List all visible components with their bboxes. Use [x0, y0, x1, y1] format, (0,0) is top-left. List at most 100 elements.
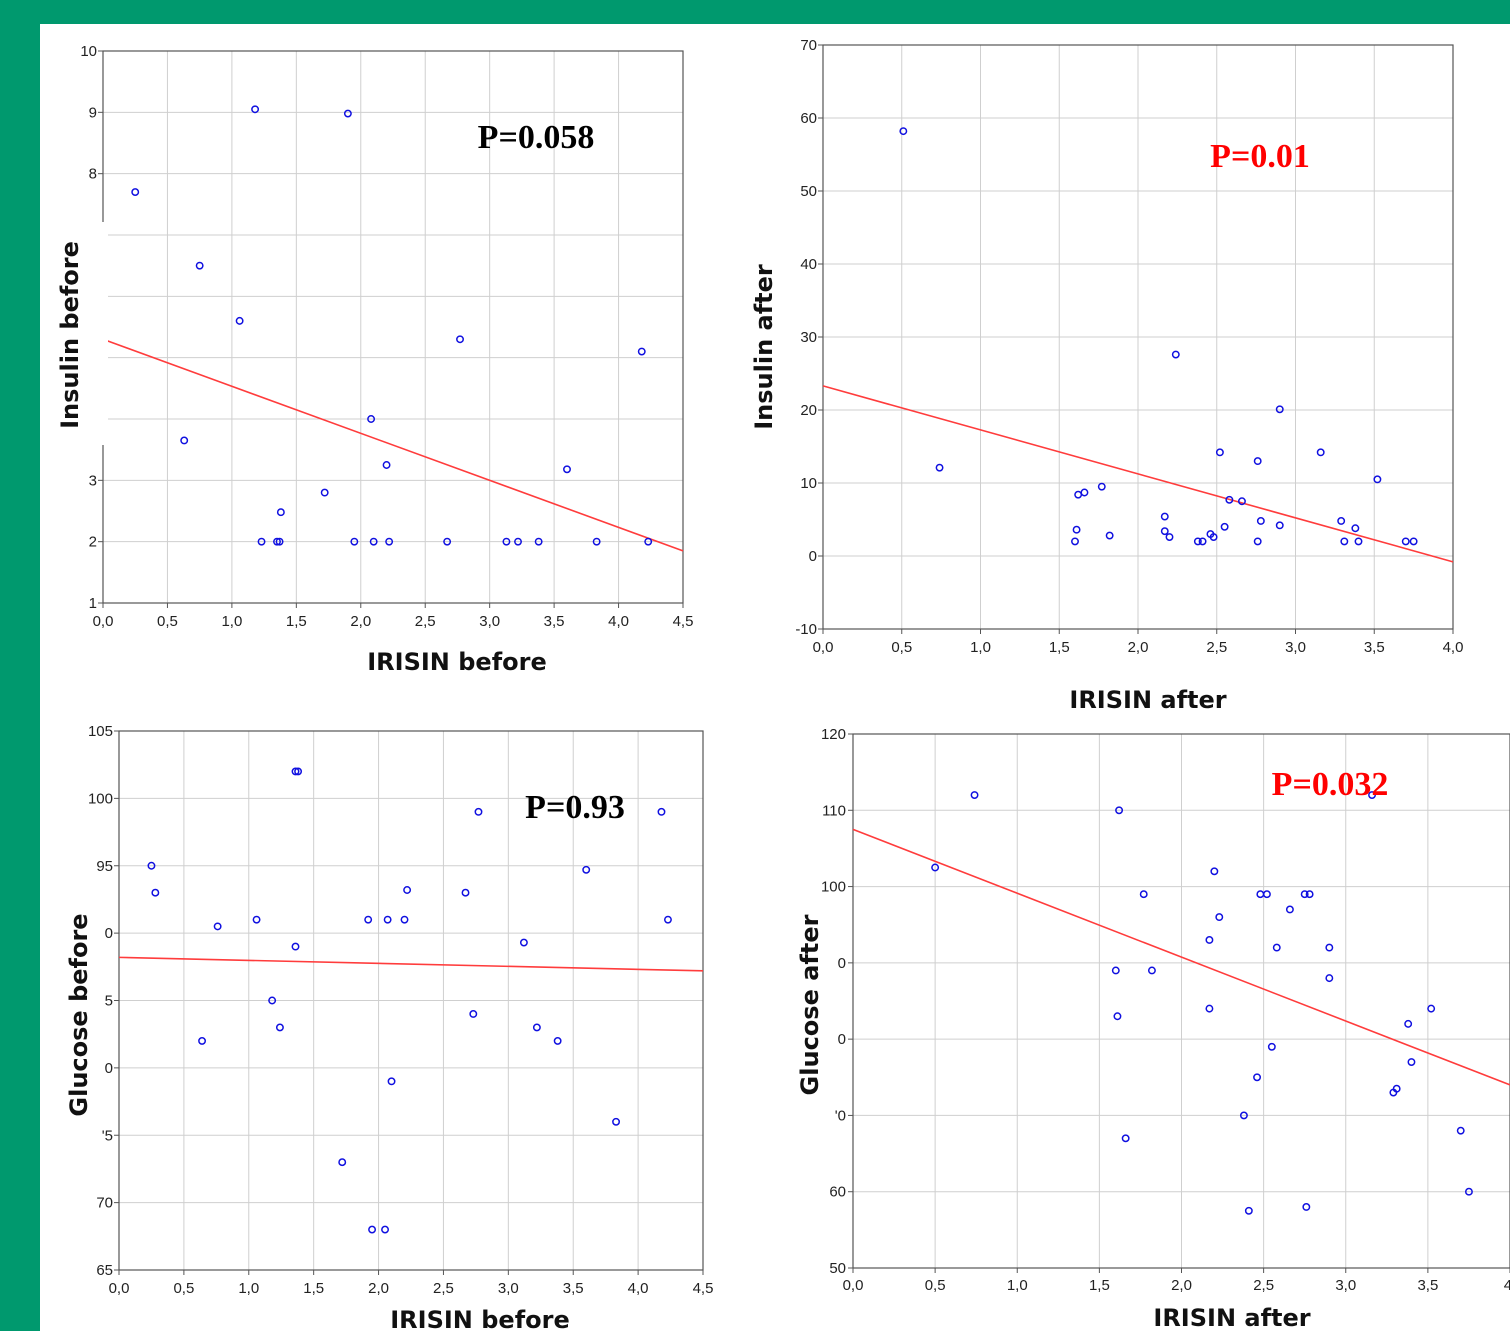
- x-tick-label: 3,5: [1417, 1277, 1438, 1294]
- y-tick-label: 1: [89, 595, 97, 612]
- data-point: [1139, 890, 1148, 899]
- data-point: [532, 1023, 541, 1032]
- y-tick-label: 10: [80, 43, 97, 60]
- data-point: [180, 436, 189, 445]
- left-band: [0, 0, 40, 1331]
- y-tick-label: 0: [105, 925, 113, 942]
- data-point: [456, 335, 464, 344]
- data-point: [1225, 495, 1234, 504]
- data-point: [1285, 905, 1294, 914]
- x-tick-label: 1,0: [970, 639, 991, 656]
- y-tick-label: 70: [96, 1195, 113, 1212]
- data-point: [1253, 537, 1262, 546]
- data-point: [612, 1117, 620, 1126]
- data-point: [252, 915, 261, 924]
- data-point: [1215, 913, 1224, 922]
- x-tick-label: 3,0: [498, 1280, 519, 1297]
- data-point: [369, 537, 378, 546]
- y-axis-title: Insulin before: [56, 241, 84, 429]
- data-point: [343, 109, 352, 118]
- y-tick-label: 60: [800, 110, 817, 127]
- x-tick-label: 3,0: [479, 613, 500, 630]
- data-point: [1272, 943, 1281, 952]
- data-point: [1244, 1206, 1253, 1215]
- data-point: [1209, 533, 1218, 541]
- y-tick-label: 10: [800, 475, 817, 492]
- x-tick-label: 4,0: [628, 1280, 649, 1297]
- data-point: [1368, 791, 1376, 799]
- data-point: [1105, 531, 1114, 540]
- y-tick-label: 110: [822, 802, 846, 819]
- data-point: [644, 537, 653, 546]
- data-point: [1267, 1042, 1276, 1051]
- chart-4: 0,0 0,5 1,0 1,5 2,0 2,5 3,0 3,5 4, 50 60 '0 0 0 100 110…: [796, 726, 1510, 1331]
- x-tick-label: 4,0: [1443, 639, 1464, 656]
- y-axis-title: Insulin after: [750, 264, 778, 430]
- x-tick-label: 0,0: [109, 1280, 130, 1297]
- data-point: [1198, 537, 1207, 546]
- data-point: [368, 1225, 377, 1234]
- y-tick-label: 60: [829, 1184, 846, 1201]
- data-point: [1302, 1203, 1311, 1211]
- ylabel-backing: [40, 222, 108, 445]
- data-point: [1427, 1004, 1436, 1013]
- data-point: [275, 1023, 284, 1032]
- data-point: [899, 127, 908, 136]
- data-point: [502, 537, 511, 546]
- data-point: [474, 807, 483, 816]
- data-point: [276, 508, 285, 517]
- data-point: [1121, 1134, 1130, 1143]
- x-tick-label: 4,0: [608, 613, 629, 630]
- data-point: [935, 463, 944, 472]
- data-point: [443, 537, 452, 546]
- data-point: [235, 316, 244, 325]
- data-point: [1205, 1004, 1214, 1013]
- data-point: [1080, 488, 1089, 497]
- data-point: [657, 807, 666, 816]
- data-point: [582, 865, 591, 874]
- data-point: [931, 863, 940, 872]
- x-tick-label: 3,5: [1364, 639, 1385, 656]
- chart-1: 0,0 0,5 1,0 1,5 2,0 2,5 3,0 3,5 4,0 4,5 1 2 3 8 9 10 P=0…: [40, 43, 693, 676]
- x-tick-label: 2,5: [1253, 1277, 1274, 1294]
- data-point: [1253, 457, 1262, 466]
- data-point: [553, 1036, 562, 1045]
- data-point: [1253, 1073, 1262, 1082]
- data-point: [1160, 527, 1169, 536]
- data-point: [592, 537, 601, 546]
- x-tick-label: 2,0: [350, 613, 371, 630]
- data-point: [381, 1225, 389, 1234]
- data-point: [1111, 966, 1120, 975]
- x-tick-label: 1,5: [1049, 639, 1070, 656]
- data-point: [1373, 475, 1382, 484]
- data-point: [1160, 512, 1169, 521]
- x-tick-label: 1,0: [238, 1280, 259, 1297]
- data-point: [1456, 1126, 1465, 1135]
- data-point: [147, 861, 156, 870]
- data-point: [664, 915, 672, 924]
- p-value-annotation: P=0.058: [478, 119, 595, 156]
- y-tick-label: 40: [800, 256, 817, 273]
- data-point: [1071, 537, 1079, 546]
- y-tick-label: 20: [800, 402, 817, 419]
- x-tick-label: 2,0: [1171, 1277, 1192, 1294]
- y-tick-label: '5: [102, 1127, 113, 1144]
- data-point: [350, 537, 359, 546]
- p-value-annotation: P=0.032: [1272, 766, 1389, 803]
- data-point: [273, 537, 281, 546]
- y-tick-label: 100: [88, 790, 113, 807]
- data-point: [320, 488, 329, 497]
- data-point: [1275, 405, 1284, 414]
- y-tick-label: 3: [89, 472, 97, 489]
- data-point: [387, 1077, 396, 1086]
- data-point: [1407, 1058, 1416, 1066]
- x-axis-title: IRISIN before: [390, 1306, 570, 1331]
- x-tick-label: 2,5: [1206, 639, 1227, 656]
- data-point: [338, 1158, 347, 1167]
- x-tick-label: 1,5: [303, 1280, 324, 1297]
- x-axis-title: IRISIN after: [1153, 1304, 1310, 1331]
- data-point: [1404, 1019, 1413, 1028]
- data-point: [534, 537, 543, 546]
- data-point: [151, 888, 160, 897]
